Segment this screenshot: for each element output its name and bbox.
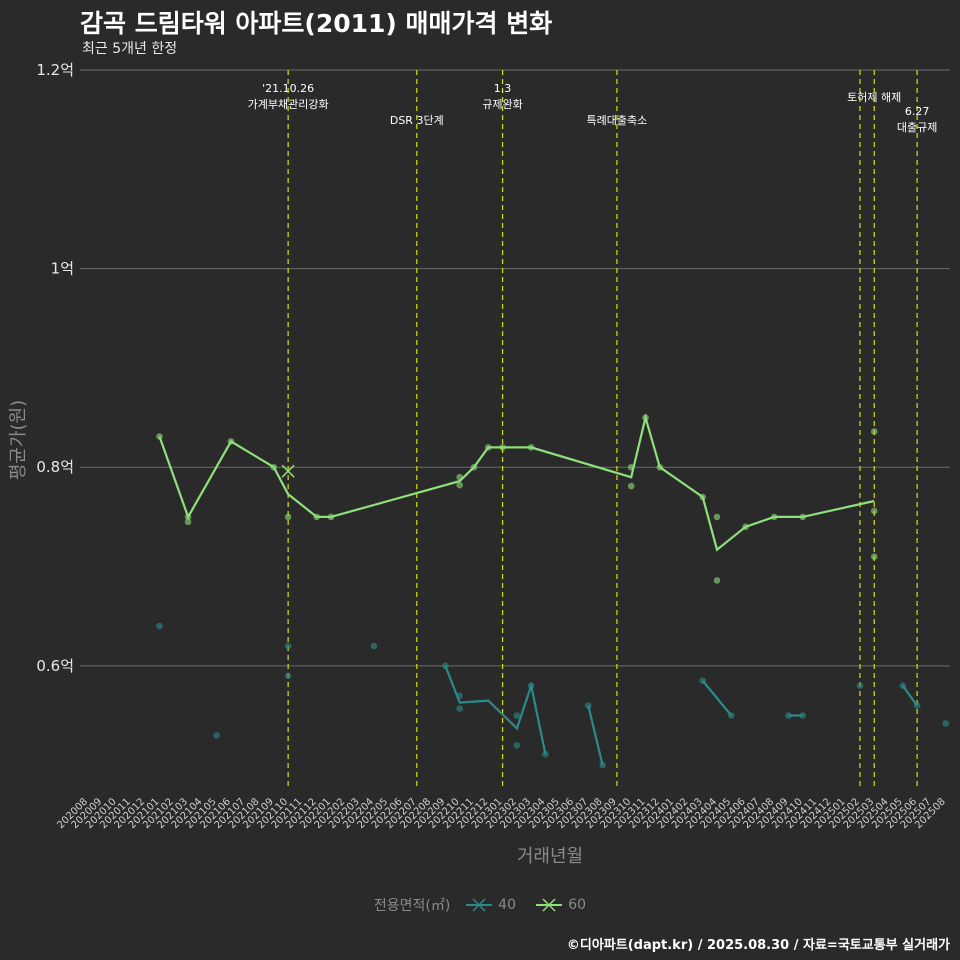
- data-point-60: [527, 444, 535, 451]
- data-point-40: [542, 750, 549, 758]
- data-point-40: [156, 622, 163, 630]
- y-tick-label: 1억: [51, 260, 74, 278]
- chart-title: 감곡 드림타워 아파트(2011) 매매가격 변화: [80, 9, 553, 38]
- legend-swatch-40: [465, 898, 492, 912]
- y-tick-label: 0.6억: [36, 657, 74, 675]
- data-point-60: [284, 513, 292, 521]
- data-point-40: [456, 692, 463, 699]
- data-point-60: [870, 553, 878, 560]
- data-point-60: [470, 463, 478, 471]
- data-point-40: [799, 712, 807, 719]
- cross-marker-60: [281, 464, 295, 478]
- event-annotation: 대출규제: [897, 121, 937, 134]
- data-point-40: [913, 702, 921, 709]
- event-annotation: 규제완화: [482, 98, 522, 111]
- data-point-60: [870, 507, 878, 515]
- data-point-60: [870, 428, 878, 435]
- series-line-40: [701, 680, 733, 717]
- data-point-40: [370, 642, 378, 650]
- legend-swatch-60: [535, 898, 562, 912]
- data-point-60: [327, 513, 335, 521]
- data-point-40: [942, 720, 950, 727]
- y-tick-label: 0.8억: [36, 458, 74, 476]
- data-point-40: [284, 642, 292, 650]
- legend-label-60: 60: [568, 897, 587, 913]
- chart-subtitle: 최근 5개년 한정: [82, 41, 178, 57]
- data-point-60: [184, 513, 192, 521]
- data-point-60: [642, 414, 649, 421]
- event-annotation: 특례대출축소: [587, 114, 648, 127]
- y-tick-label: 1.2억: [36, 61, 74, 79]
- event-annotation: 6.27: [905, 105, 930, 118]
- data-point-60: [627, 463, 635, 471]
- data-point-40: [456, 705, 463, 712]
- data-point-40: [284, 672, 292, 680]
- data-point-60: [713, 577, 721, 584]
- legend: 전용면적(㎡) 40 60: [0, 895, 960, 915]
- data-point-40: [785, 712, 792, 719]
- data-point-40: [442, 662, 449, 670]
- event-annotation: 1.3: [494, 82, 512, 95]
- series-line-40: [901, 685, 918, 707]
- data-point-60: [742, 523, 749, 531]
- data-point-60: [499, 444, 506, 451]
- data-point-40: [699, 677, 706, 685]
- data-point-40: [585, 702, 592, 709]
- data-point-60: [484, 444, 492, 451]
- data-point-60: [156, 433, 163, 440]
- data-point-60: [270, 463, 278, 471]
- source-caption: ©디아파트(dapt.kr) / 2025.08.30 / 자료=국토교통부 실…: [566, 938, 950, 953]
- legend-label-40: 40: [498, 897, 516, 913]
- data-point-60: [656, 463, 664, 471]
- data-point-40: [513, 712, 521, 719]
- series-line-40: [587, 705, 604, 766]
- data-point-40: [899, 682, 907, 690]
- data-point-60: [184, 518, 192, 526]
- y-axis-title: 평균가(원): [8, 400, 29, 480]
- event-annotation: '21.10.26: [262, 82, 314, 95]
- event-annotation: 토허제 해제: [847, 90, 901, 104]
- data-point-60: [799, 513, 807, 521]
- data-point-60: [456, 481, 463, 489]
- x-axis-title: 거래년월: [517, 846, 583, 867]
- legend-title: 전용면적(㎡): [373, 898, 451, 914]
- data-point-40: [727, 712, 735, 719]
- event-annotation: 가계부채관리강화: [248, 98, 329, 111]
- data-point-60: [713, 513, 721, 521]
- data-point-40: [213, 732, 220, 739]
- data-point-40: [599, 761, 606, 769]
- data-point-60: [699, 493, 706, 501]
- event-annotation: DSR 3단계: [390, 114, 444, 127]
- data-point-60: [456, 473, 463, 481]
- data-point-60: [770, 513, 778, 521]
- data-point-60: [627, 482, 635, 490]
- series-line-60: [158, 413, 875, 552]
- data-point-40: [513, 742, 521, 749]
- data-point-60: [227, 438, 235, 445]
- data-point-60: [313, 513, 321, 521]
- data-point-40: [527, 682, 535, 690]
- data-point-40: [856, 682, 864, 690]
